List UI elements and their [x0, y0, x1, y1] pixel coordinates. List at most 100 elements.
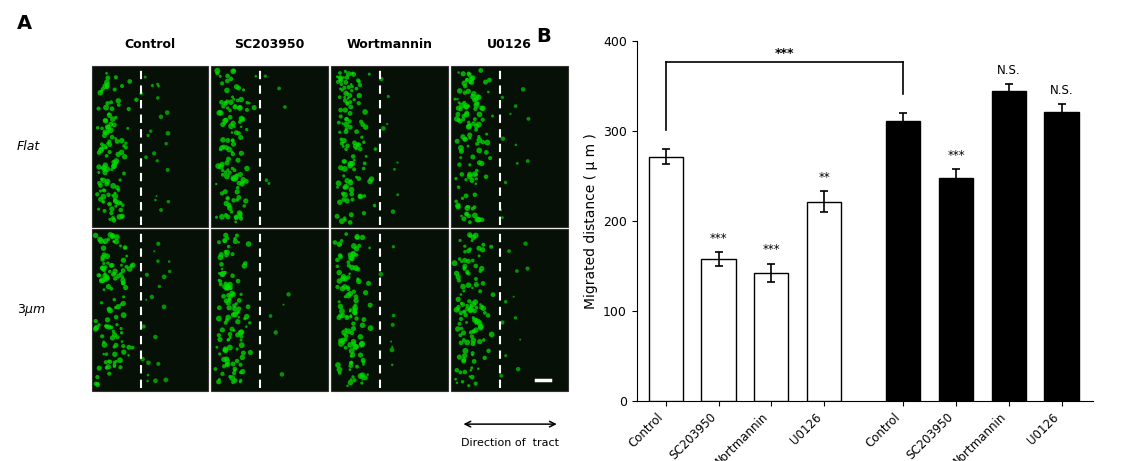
Point [337, 116, 355, 123]
Point [232, 369, 250, 376]
Point [458, 210, 476, 218]
Point [461, 231, 479, 238]
Point [452, 300, 470, 307]
Point [455, 257, 473, 264]
Point [219, 104, 237, 112]
Point [270, 85, 289, 92]
Point [337, 183, 355, 190]
Point [228, 300, 246, 307]
Point [335, 273, 353, 280]
Point [349, 100, 367, 107]
Point [219, 72, 237, 80]
Point [213, 190, 231, 197]
Point [341, 110, 360, 117]
Point [124, 344, 142, 351]
Point [159, 198, 177, 205]
Point [114, 300, 132, 307]
Point [241, 319, 259, 326]
Text: B: B [536, 27, 551, 46]
Point [460, 70, 478, 77]
Point [239, 303, 257, 311]
Point [469, 99, 487, 106]
Point [447, 366, 465, 374]
Point [223, 325, 241, 333]
Point [471, 267, 489, 275]
Point [338, 100, 356, 107]
Point [92, 164, 110, 171]
Point [459, 339, 477, 346]
Point [214, 270, 232, 278]
Point [470, 252, 488, 260]
Point [454, 115, 472, 123]
Point [213, 326, 231, 334]
Point [331, 312, 349, 319]
Point [98, 79, 116, 86]
Point [223, 290, 241, 297]
Point [89, 124, 107, 131]
Point [471, 288, 489, 295]
Point [232, 134, 250, 141]
Point [219, 137, 237, 144]
Point [451, 87, 469, 95]
Bar [451, 230, 568, 391]
Point [95, 266, 113, 273]
Point [116, 244, 134, 252]
Point [100, 148, 118, 156]
Point [222, 285, 240, 292]
Point [344, 250, 362, 257]
Point [99, 260, 117, 267]
Point [90, 149, 108, 156]
Point [132, 90, 150, 97]
Point [228, 232, 246, 239]
Point [97, 263, 115, 271]
Point [335, 74, 353, 81]
Point [152, 113, 170, 120]
Point [355, 139, 373, 146]
Point [95, 244, 113, 252]
Point [341, 124, 360, 131]
Point [337, 332, 355, 340]
Point [223, 175, 241, 183]
Point [240, 240, 258, 248]
Point [349, 275, 367, 283]
Point [216, 319, 234, 326]
Point [455, 368, 473, 376]
Point [349, 141, 367, 148]
Point [343, 81, 361, 88]
Point [348, 234, 366, 242]
Point [331, 85, 349, 93]
Point [210, 277, 228, 284]
Point [212, 163, 230, 170]
Point [458, 111, 476, 118]
Point [149, 94, 167, 101]
Point [211, 278, 229, 285]
Point [88, 324, 106, 331]
Point [516, 240, 534, 247]
Point [494, 94, 512, 101]
Point [337, 125, 355, 132]
Point [385, 165, 403, 173]
Point [350, 242, 369, 249]
Point [330, 129, 348, 136]
Point [98, 129, 116, 136]
Point [105, 159, 123, 166]
Point [94, 332, 112, 340]
Point [216, 117, 234, 124]
Point [145, 150, 163, 157]
Point [345, 251, 363, 259]
Point [455, 308, 473, 315]
Point [337, 344, 355, 351]
Text: SC203950: SC203950 [234, 38, 305, 51]
Point [232, 328, 250, 336]
Point [453, 171, 471, 178]
Point [95, 251, 113, 259]
Point [326, 239, 344, 246]
Point [345, 377, 363, 384]
Point [100, 358, 118, 365]
Point [332, 140, 350, 147]
Point [232, 337, 250, 344]
Point [453, 258, 471, 265]
Point [218, 361, 236, 368]
Point [221, 331, 239, 338]
Point [160, 258, 178, 265]
